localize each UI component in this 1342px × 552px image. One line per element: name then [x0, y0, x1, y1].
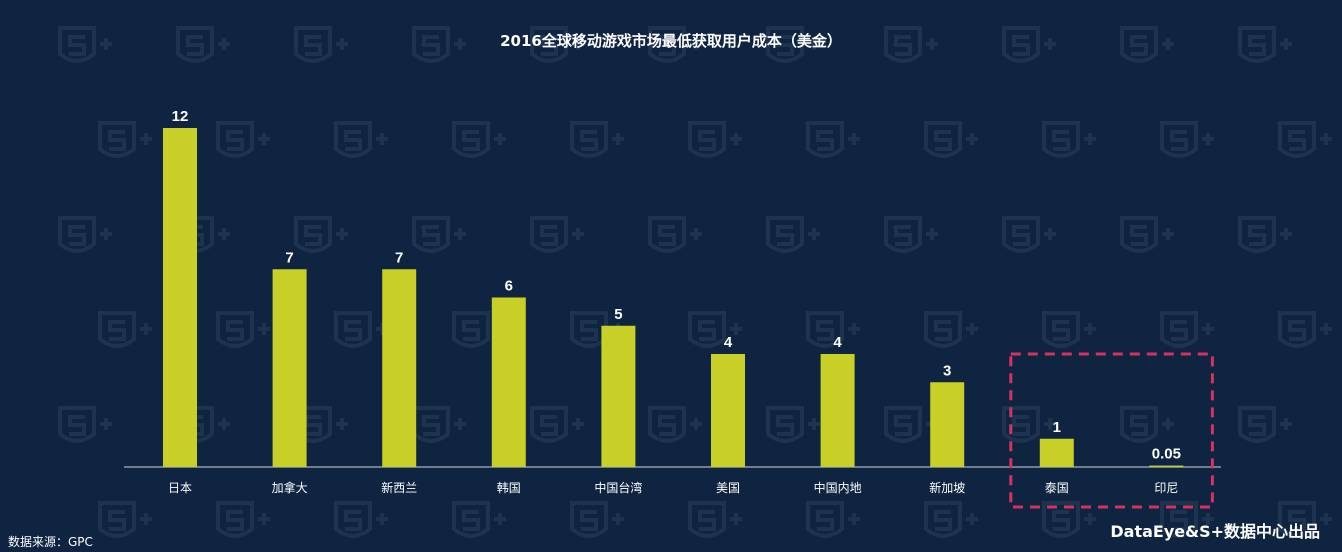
bar-value-label: 12: [172, 108, 189, 125]
highlight-box: [1009, 352, 1214, 509]
bar-value-label: 6: [505, 278, 513, 295]
bar-value-label: 1: [1053, 419, 1061, 436]
x-tick-label: 美国: [716, 481, 740, 495]
bar: [163, 128, 197, 467]
bar-value-label: 3: [943, 362, 951, 379]
x-tick-label: 新加坡: [929, 480, 965, 495]
x-tick-label: 中国内地: [814, 480, 862, 495]
bar: [711, 354, 745, 467]
bar: [491, 297, 526, 467]
x-tick-label: 韩国: [497, 480, 521, 495]
x-tick-label: 新西兰: [381, 480, 417, 495]
x-tick-label: 泰国: [1045, 481, 1069, 495]
bar: [382, 269, 417, 467]
bar: [930, 382, 965, 467]
brand-credit: DataEye&S+数据中心出品: [1110, 522, 1320, 541]
data-source-note: 数据来源：GPC: [8, 535, 93, 549]
bar: [601, 325, 636, 467]
bar: [272, 269, 307, 467]
bar-value-label: 0.05: [1152, 446, 1181, 463]
x-tick-label: 日本: [168, 481, 192, 495]
bar-value-label: 4: [833, 334, 842, 351]
bar: [1149, 465, 1184, 467]
bar-value-label: 5: [614, 306, 622, 323]
bar-value-label: 7: [395, 249, 403, 266]
chart-title: 2016全球移动游戏市场最低获取用户成本（美金）: [500, 32, 842, 50]
bar-value-label: 7: [285, 249, 293, 266]
x-tick-label: 印尼: [1154, 481, 1178, 495]
bar-value-label: 4: [724, 334, 733, 351]
bar: [820, 354, 855, 467]
x-tick-label: 中国台湾: [594, 480, 642, 495]
x-tick-label: 加拿大: [272, 480, 308, 495]
bar: [1039, 438, 1074, 467]
